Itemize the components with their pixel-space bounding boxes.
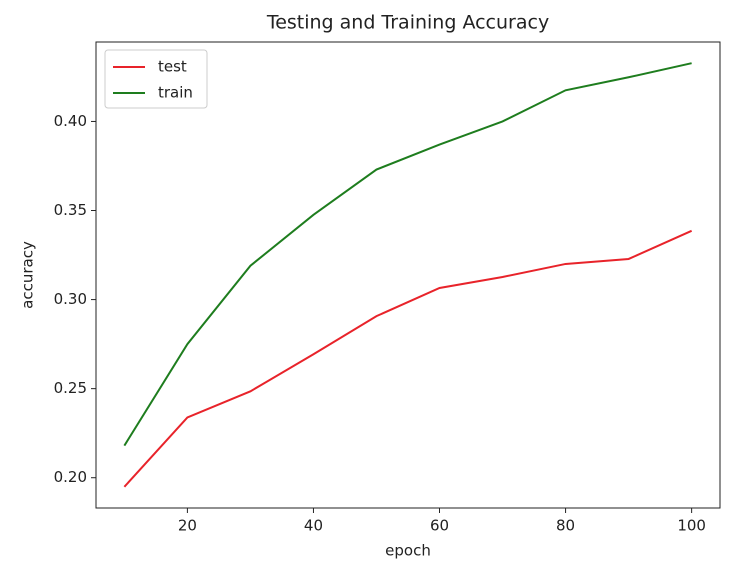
y-tick-label: 0.35 — [54, 201, 87, 219]
x-tick-label: 100 — [677, 517, 706, 535]
x-tick-label: 80 — [556, 517, 575, 535]
y-tick-label: 0.30 — [54, 290, 87, 308]
legend-label: test — [158, 58, 187, 76]
x-tick-label: 20 — [178, 517, 197, 535]
legend-label: train — [158, 84, 193, 102]
y-tick-label: 0.20 — [54, 468, 87, 486]
y-tick-label: 0.25 — [54, 379, 87, 397]
series-line — [123, 229, 693, 488]
y-axis-label: accuracy — [19, 241, 37, 309]
x-axis-label: epoch — [385, 542, 431, 560]
x-tick-label: 60 — [430, 517, 449, 535]
chart-title: Testing and Training Accuracy — [266, 12, 549, 34]
series-line — [123, 62, 692, 447]
y-tick-label: 0.40 — [54, 112, 87, 130]
x-tick-label: 40 — [304, 517, 323, 535]
plot-frame — [95, 41, 721, 509]
